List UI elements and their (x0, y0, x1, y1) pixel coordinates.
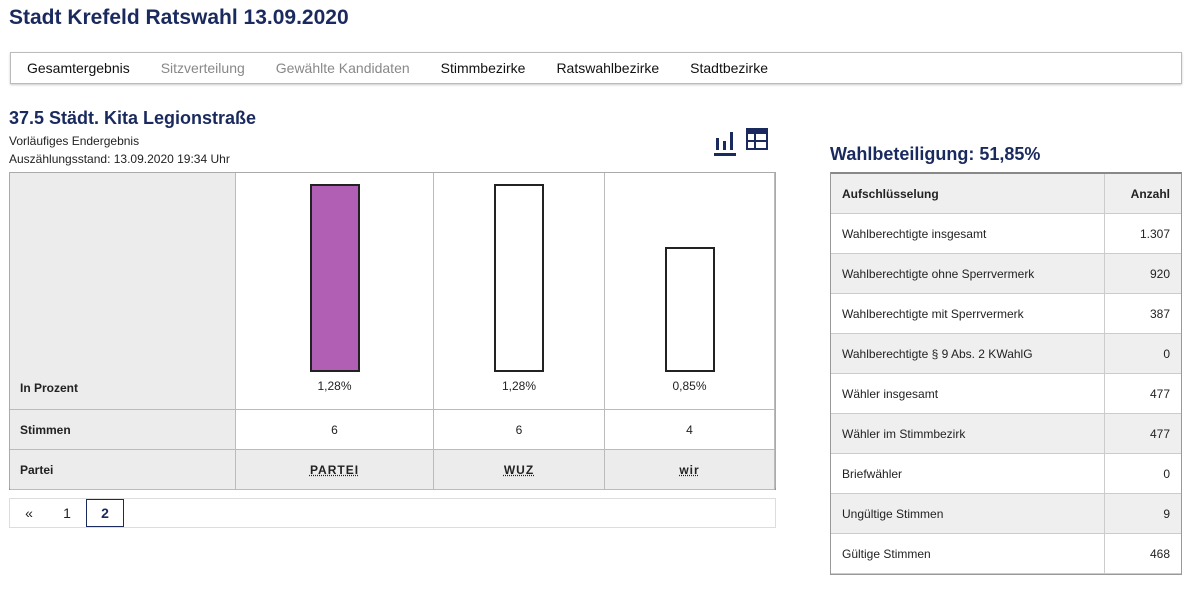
district-title: 37.5 Städt. Kita Legionstraße (9, 108, 257, 128)
pagination-page-2[interactable]: 2 (86, 499, 124, 527)
table-row: Wahlberechtigte mit Sperrvermerk 387 (831, 294, 1181, 334)
bar-wuz (494, 184, 544, 372)
table-row: Gültige Stimmen 468 (831, 534, 1181, 574)
bar-partei (309, 184, 360, 372)
party-name[interactable]: PARTEI (236, 450, 434, 490)
row-label: Wähler im Stimmbezirk (831, 414, 1105, 453)
turnout-table: Aufschlüsselung Anzahl Wahlberechtigte ins… (830, 172, 1182, 575)
votes-value: 6 (434, 410, 605, 450)
table-row: Wahlberechtigte insgesamt 1.307 (831, 214, 1181, 254)
bar-cell: 1,28% (434, 173, 605, 410)
percent-label: 0,85% (672, 379, 707, 393)
row-label: Briefwähler (831, 454, 1105, 493)
bar-cell: 1,28% (236, 173, 434, 410)
votes-value: 4 (605, 410, 775, 450)
row-value: 477 (1149, 386, 1170, 401)
row-label-votes: Stimmen (10, 410, 236, 450)
nav-tab-gewählte-kandidaten: Gewählte Kandidaten (275, 60, 410, 76)
nav-tab-gesamtergebnis[interactable]: Gesamtergebnis (27, 60, 130, 76)
table-row: Wahlberechtigte § 9 Abs. 2 KWahlG 0 (831, 334, 1181, 374)
table-row: Wähler insgesamt 477 (831, 374, 1181, 414)
pagination-prev[interactable]: « (25, 505, 33, 521)
row-label: Wahlberechtigte ohne Sperrvermerk (831, 254, 1105, 293)
row-label: Wahlberechtigte mit Sperrvermerk (831, 294, 1105, 333)
nav-tab-sitzverteilung: Sitzverteilung (160, 60, 245, 76)
bar-chart-icon[interactable] (714, 128, 738, 161)
votes-value: 6 (236, 410, 434, 450)
row-label: Ungültige Stimmen (831, 494, 1105, 533)
bar-wir (664, 247, 715, 372)
row-label: Wahlberechtigte insgesamt (831, 214, 1105, 253)
row-label: Wahlberechtigte § 9 Abs. 2 KWahlG (831, 334, 1105, 373)
nav-tab-ratswahlbezirke[interactable]: Ratswahlbezirke (556, 60, 660, 76)
row-label: Gültige Stimmen (831, 534, 1105, 573)
table-row: Ungültige Stimmen 9 (831, 494, 1181, 534)
results-chart-table: In Prozent Stimmen Partei 1,28% 6 PARTEI 1,28%… (9, 172, 776, 490)
nav-tab-stadtbezirke[interactable]: Stadtbezirke (690, 60, 768, 76)
main-nav: Gesamtergebnis Sitzverteilung Gewählte Kan… (10, 52, 1182, 84)
row-label-party: Partei (10, 450, 236, 490)
pagination: « 1 2 (9, 498, 776, 528)
row-value: 9 (1163, 506, 1170, 521)
turnout-title: Wahlbeteiligung: 51,85% (830, 144, 1041, 164)
nav-tab-stimmbezirke[interactable]: Stimmbezirke (440, 60, 526, 76)
row-label-percent: In Prozent (10, 173, 236, 410)
row-value: 477 (1149, 426, 1170, 441)
row-value: 0 (1163, 346, 1170, 361)
party-name[interactable]: wir (605, 450, 775, 490)
count-state: Auszählungsstand: 13.09.2020 19:34 Uhr (9, 152, 230, 166)
table-header: Aufschlüsselung Anzahl (831, 174, 1181, 214)
bar-cell: 0,85% (605, 173, 775, 410)
table-view-icon[interactable] (746, 128, 768, 161)
page-title: Stadt Krefeld Ratswahl 13.09.2020 (9, 6, 349, 29)
table-row: Briefwähler 0 (831, 454, 1181, 494)
row-value: 920 (1149, 266, 1170, 281)
table-row: Wahlberechtigte ohne Sperrvermerk 920 (831, 254, 1181, 294)
result-status: Vorläufiges Endergebnis (9, 134, 140, 148)
party-name[interactable]: WUZ (434, 450, 605, 490)
row-value: 1.307 (1139, 226, 1170, 241)
header-count: Anzahl (1130, 186, 1170, 201)
percent-label: 1,28% (501, 379, 537, 393)
table-row: Wähler im Stimmbezirk 477 (831, 414, 1181, 454)
row-value: 387 (1149, 306, 1170, 321)
percent-label: 1,28% (317, 379, 352, 393)
row-label: Wähler insgesamt (831, 374, 1105, 413)
row-value: 0 (1163, 466, 1170, 481)
pagination-page-1[interactable]: 1 (63, 505, 71, 521)
header-breakdown: Aufschlüsselung (831, 174, 1105, 213)
row-value: 468 (1149, 546, 1170, 561)
